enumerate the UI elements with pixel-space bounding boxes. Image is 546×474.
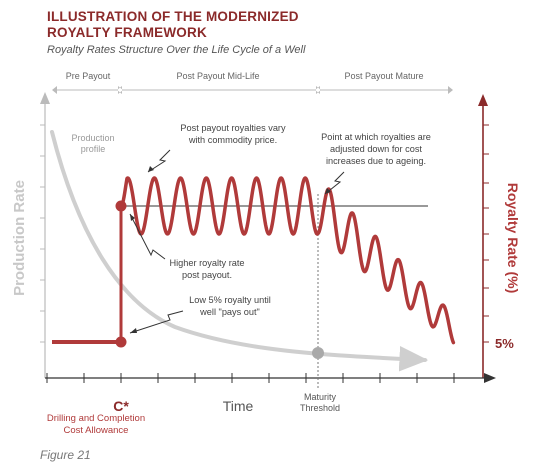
maturity-threshold-label-line2: Threshold — [300, 403, 340, 413]
annotation-adjusted-down: Point at which royalties are adjusted do… — [321, 132, 431, 195]
maturity-threshold-label-line1: Maturity — [304, 392, 337, 402]
c-star-label: C* — [113, 398, 129, 414]
annotation-production-profile: Production profile — [71, 133, 114, 154]
annotation-higher-rate: Higher royalty rate post payout. — [129, 213, 245, 280]
production-profile-line2: profile — [81, 144, 106, 154]
right-axis-marker-5pct: 5% — [495, 336, 514, 351]
post-payout-vary-pointer — [147, 149, 171, 173]
low-rate-line1: Low 5% royalty until — [189, 295, 271, 305]
adjusted-down-line3: increases due to ageing. — [326, 156, 426, 166]
adjusted-down-line1: Point at which royalties are — [321, 132, 431, 142]
figure-title-line2: ROYALTY FRAMEWORK — [47, 25, 207, 40]
right-axis: Royalty Rate (%) 5% — [478, 94, 521, 378]
x-axis: Time — [45, 373, 496, 414]
post-payout-vary-line2: with commodity price. — [188, 135, 277, 145]
adjusted-down-pointer-head — [325, 188, 331, 194]
figure-title: ILLUSTRATION OF THE MODERNIZED ROYALTY F… — [47, 9, 299, 41]
right-axis-label: Royalty Rate (%) — [505, 183, 521, 293]
production-profile-line1: Production — [71, 133, 114, 143]
adjusted-down-line2: adjusted down for cost — [330, 144, 422, 154]
post-payout-vary-pointer-head — [148, 166, 154, 172]
low-rate-pointer-head — [130, 328, 137, 333]
higher-rate-line2: post payout. — [182, 270, 232, 280]
post-payout-vary-line1: Post payout royalties vary — [180, 123, 286, 133]
x-axis-label: Time — [223, 398, 254, 414]
right-axis-ticks — [483, 124, 489, 343]
phase-label-pre-payout: Pre Payout — [66, 71, 111, 81]
x-axis-ticks — [46, 373, 455, 383]
production-decline-curve — [50, 130, 429, 372]
phase-bar: Pre Payout Post Payout Mid-Life Post Pay… — [52, 71, 453, 94]
left-axis: Production Rate — [11, 92, 50, 378]
payout-low-rate-marker — [115, 336, 127, 348]
c-star-caption-line1: Drilling and Completion — [47, 413, 145, 424]
adjusted-down-pointer — [324, 171, 345, 195]
figure-subtitle: Royalty Rates Structure Over the Life Cy… — [47, 44, 306, 56]
maturity-threshold-marker — [312, 347, 324, 359]
x-axis-arrow — [484, 373, 496, 383]
right-axis-arrow — [478, 94, 488, 106]
left-axis-label: Production Rate — [11, 180, 28, 296]
annotation-low-rate: Low 5% royalty until well "pays out" — [129, 295, 271, 334]
phase-label-mature: Post Payout Mature — [344, 71, 423, 81]
left-axis-ticks — [40, 124, 45, 343]
figure-title-line1: ILLUSTRATION OF THE MODERNIZED — [47, 9, 299, 24]
c-star-caption-line2: Cost Allowance — [64, 425, 129, 436]
annotation-post-payout-vary: Post payout royalties vary with commodit… — [147, 123, 286, 173]
phase-label-mid-life: Post Payout Mid-Life — [176, 71, 259, 81]
higher-rate-pointer-head — [130, 214, 135, 221]
low-rate-line2: well "pays out" — [199, 307, 260, 317]
payout-high-rate-marker — [115, 200, 127, 212]
low-rate-pointer — [129, 310, 184, 334]
post-payout-royalty-curve — [119, 176, 456, 345]
higher-rate-line1: Higher royalty rate — [169, 258, 244, 268]
left-axis-arrow — [40, 92, 50, 104]
figure-number-label: Figure 21 — [40, 448, 91, 462]
higher-rate-pointer — [129, 213, 166, 260]
